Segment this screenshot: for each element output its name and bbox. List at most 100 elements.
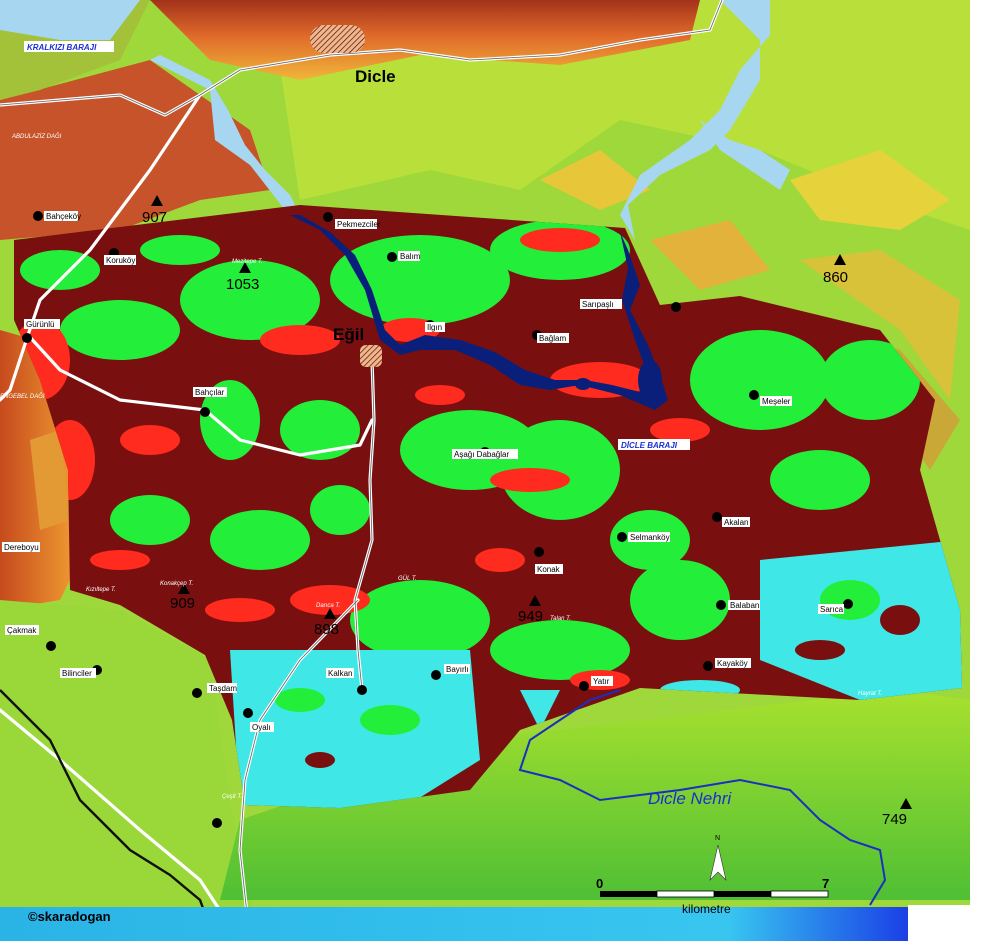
village-label: Akalan bbox=[724, 518, 748, 527]
village-label: Bilinciler bbox=[62, 669, 92, 678]
village-dot bbox=[323, 212, 333, 222]
peak-label: 898 bbox=[314, 621, 339, 638]
svg-text:N: N bbox=[715, 835, 720, 842]
peak-triangle bbox=[324, 608, 336, 619]
scale-end: 7 bbox=[822, 876, 829, 891]
village-label: Selmanköy bbox=[630, 533, 670, 542]
hill-label: GÜL T. bbox=[398, 575, 417, 582]
kralkizi-reservoir bbox=[0, 0, 790, 240]
village-dot bbox=[843, 599, 853, 609]
peak-label: 860 bbox=[823, 269, 848, 286]
hill-label: Hayrat T. bbox=[858, 691, 882, 697]
peak-label: 749 bbox=[882, 811, 907, 828]
peak-label: 949 bbox=[518, 608, 543, 625]
scale-start: 0 bbox=[596, 876, 603, 891]
bottom-water-band bbox=[0, 907, 910, 941]
credit-text: ©skaradogan bbox=[28, 909, 111, 924]
village-dot bbox=[671, 302, 681, 312]
village-label: Meşeler bbox=[762, 397, 791, 406]
peak-label: 1053 bbox=[226, 276, 259, 293]
svg-text:KRALKIZI BARAJI: KRALKIZI BARAJI bbox=[27, 43, 97, 52]
hill-label: Darıca T. bbox=[316, 603, 340, 609]
village-label: Dereboyu bbox=[4, 543, 39, 552]
village-labels: Bahçeköy Pekmezciler Balım Koruköy Gürün… bbox=[2, 211, 844, 732]
village-dot bbox=[431, 670, 441, 680]
peak-triangle bbox=[900, 798, 912, 809]
village-dot bbox=[534, 547, 544, 557]
kralkizi-label: KRALKIZI BARAJI bbox=[24, 41, 114, 52]
village-label: Koruköy bbox=[106, 256, 135, 265]
mountain-label-engebel: ENGEBEL DAĞI bbox=[0, 393, 45, 400]
village-dot bbox=[46, 641, 56, 651]
hill-label: Mezitepe T. bbox=[232, 259, 263, 265]
village-label: Bahçeköy bbox=[46, 212, 81, 221]
dicle-river-label: Dicle Nehri bbox=[648, 789, 732, 808]
village-label: Balım bbox=[400, 252, 421, 261]
peak-label: 909 bbox=[170, 595, 195, 612]
village-dots bbox=[22, 211, 853, 828]
roads-outline bbox=[0, 0, 723, 941]
village-label: Kalkan bbox=[328, 669, 352, 678]
village-dot bbox=[33, 211, 43, 221]
dicle-reservoir bbox=[290, 215, 668, 410]
hill-label: Çeşit T. bbox=[222, 794, 242, 800]
dicle-river bbox=[518, 689, 887, 906]
village-label: Pekmezciler bbox=[337, 220, 381, 229]
railway bbox=[0, 689, 217, 941]
peak-markers bbox=[151, 195, 912, 809]
peak-triangle bbox=[151, 195, 163, 206]
village-label: Gürünlü bbox=[26, 320, 54, 329]
village-dot bbox=[192, 688, 202, 698]
town-label-egil: Eğil bbox=[333, 325, 364, 344]
village-dot bbox=[200, 407, 210, 417]
hill-label: Talan T. bbox=[550, 616, 571, 622]
hill-label: Kızıltepe T. bbox=[86, 587, 116, 593]
peak-triangle bbox=[529, 595, 541, 606]
village-label: Taşdam bbox=[209, 684, 237, 693]
village-label: Konak bbox=[537, 565, 561, 574]
peak-label: 907 bbox=[142, 209, 167, 226]
village-dot bbox=[712, 512, 722, 522]
egil-town-area bbox=[360, 345, 382, 367]
right-margin bbox=[970, 0, 1000, 941]
village-dot bbox=[212, 818, 222, 828]
village-label: Aşağı Dabağlar bbox=[454, 450, 509, 459]
svg-text:DİCLE BARAJI: DİCLE BARAJI bbox=[621, 441, 678, 450]
village-label: Ilgın bbox=[427, 323, 442, 332]
village-dot bbox=[357, 685, 367, 695]
village-label: Yatır bbox=[593, 677, 610, 686]
village-dot bbox=[716, 600, 726, 610]
village-label: Balaban bbox=[730, 601, 759, 610]
peak-triangle bbox=[834, 254, 846, 265]
bottom-right-margin bbox=[908, 905, 1000, 941]
village-label: Sarıca bbox=[820, 605, 844, 614]
village-label: Bahçılar bbox=[195, 388, 225, 397]
peak-labels: 907 1053 860 909 898 949 749 bbox=[142, 209, 907, 828]
village-dot bbox=[22, 333, 32, 343]
north-arrow: N bbox=[709, 835, 727, 881]
village-label: Sarıpaşlı bbox=[582, 300, 614, 309]
village-dot bbox=[749, 390, 759, 400]
village-label: Bayırlı bbox=[446, 665, 469, 674]
town-label-dicle: Dicle bbox=[355, 67, 396, 86]
scale-unit: kilometre bbox=[682, 902, 731, 916]
hill-label: Konakçep T. bbox=[160, 581, 193, 587]
village-dot bbox=[243, 708, 253, 718]
peak-triangle bbox=[239, 262, 251, 273]
village-dot bbox=[617, 532, 627, 542]
village-label: Bağlam bbox=[539, 334, 566, 343]
mountain-label-abdulaziz: ABDULAZİZ DAĞI bbox=[11, 133, 62, 140]
village-label: Çakmak bbox=[7, 626, 37, 635]
hill-labels: Mezitepe T. Konakçep T. Kızıltepe T. Dar… bbox=[86, 259, 882, 800]
village-dot bbox=[703, 661, 713, 671]
village-label: Oyalı bbox=[252, 723, 271, 732]
dicle-town-area bbox=[310, 25, 365, 53]
village-dot bbox=[387, 252, 397, 262]
peak-triangle bbox=[178, 583, 190, 594]
scale-bar: 0 7 kilometre bbox=[596, 876, 829, 916]
village-label: Kayaköy bbox=[717, 659, 748, 668]
dicle-dam-label: DİCLE BARAJI bbox=[618, 439, 690, 450]
north-arrow-icon bbox=[709, 844, 727, 881]
village-dot bbox=[579, 681, 589, 691]
